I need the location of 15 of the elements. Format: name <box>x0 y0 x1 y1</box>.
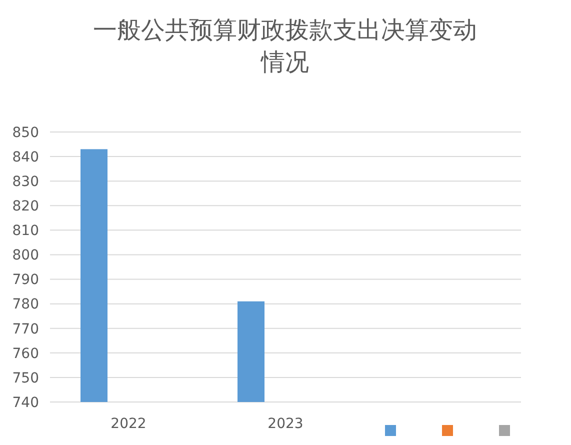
y-tick-label: 770 <box>12 321 39 338</box>
x-tick-label: 2023 <box>268 416 304 432</box>
y-tick-label: 780 <box>12 296 39 313</box>
y-tick-label: 850 <box>12 124 39 141</box>
y-tick-label: 790 <box>12 272 39 288</box>
y-tick-label: 840 <box>12 149 39 166</box>
y-tick-label: 810 <box>12 223 39 240</box>
y-tick-label: 820 <box>12 198 39 215</box>
y-tick-label: 740 <box>12 394 39 411</box>
y-tick-label: 830 <box>12 174 39 190</box>
y-tick-label: 800 <box>12 248 39 264</box>
x-tick-label: 2022 <box>110 416 146 432</box>
chart-title: 一般公共预算财政拨款支出决算变动情况 <box>93 16 477 76</box>
y-tick-label: 750 <box>12 370 39 386</box>
y-tick-label: 760 <box>12 346 39 362</box>
